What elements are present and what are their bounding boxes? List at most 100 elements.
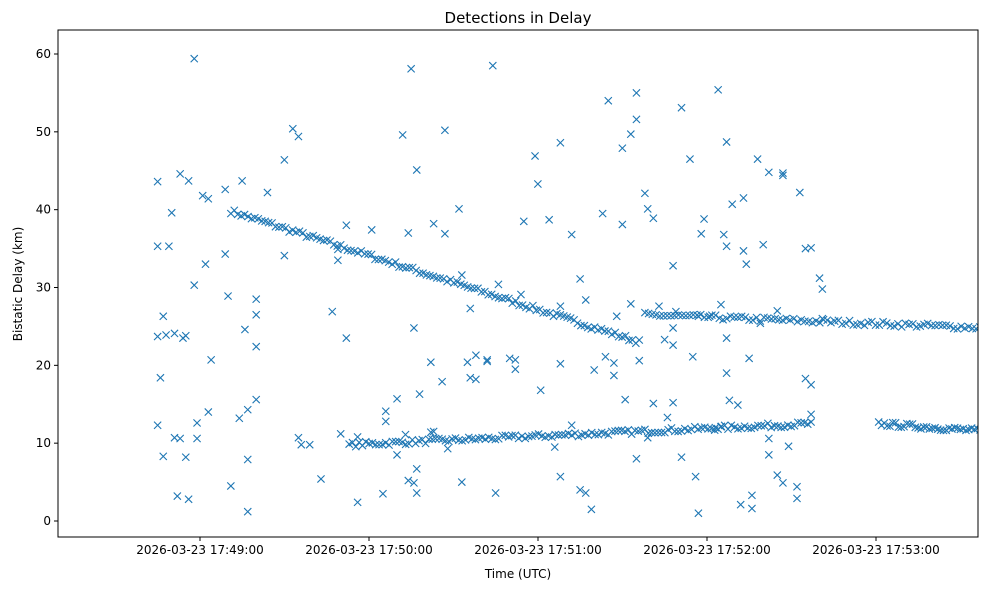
data-point [412, 488, 421, 497]
data-point [722, 242, 731, 251]
data-point [294, 433, 303, 442]
data-point [453, 278, 462, 287]
data-point [600, 327, 609, 336]
data-point [471, 375, 480, 384]
data-point [342, 334, 351, 343]
data-point [351, 442, 360, 451]
data-point [264, 218, 273, 227]
data-point [745, 354, 754, 363]
data-point [415, 390, 424, 399]
data-point [176, 434, 185, 443]
data-point [793, 482, 801, 491]
data-point [528, 301, 537, 310]
y-tick-label: 30 [36, 281, 51, 295]
data-point [704, 424, 713, 433]
data-point [438, 377, 447, 386]
data-point [677, 427, 686, 435]
data-point [778, 169, 787, 178]
data-point [353, 432, 362, 441]
data-point [759, 240, 768, 249]
data-point [274, 223, 283, 232]
data-point [164, 242, 173, 251]
data-point [190, 281, 199, 290]
data-point [398, 130, 407, 139]
data-point [690, 422, 699, 431]
chart-title: Detections in Delay [445, 9, 592, 27]
data-point [429, 427, 438, 436]
data-point [511, 296, 520, 305]
data-point [455, 204, 463, 213]
data-point [365, 439, 374, 448]
data-point [346, 246, 355, 255]
data-point [823, 316, 832, 325]
data-point [378, 489, 387, 498]
data-point [722, 314, 731, 323]
data-point [688, 352, 697, 361]
data-point [778, 171, 787, 180]
data-point [440, 126, 449, 135]
data-point [815, 274, 824, 283]
data-point [557, 430, 566, 439]
data-point [184, 495, 193, 504]
data-point [919, 423, 928, 432]
data-point [777, 423, 786, 432]
x-tick-label: 2026-03-23 17:52:00 [643, 543, 770, 557]
data-point [524, 432, 533, 441]
data-point [221, 185, 230, 194]
data-point [221, 250, 230, 259]
data-point [333, 245, 342, 254]
data-point [640, 189, 649, 198]
x-tick-label: 2026-03-23 17:51:00 [474, 543, 601, 557]
data-point [484, 290, 493, 299]
data-point [488, 61, 497, 70]
data-point [626, 299, 635, 308]
data-point [612, 312, 621, 321]
data-point [747, 491, 756, 500]
data-point [441, 436, 450, 445]
data-point [519, 217, 528, 226]
data-point [972, 324, 978, 333]
data-point [391, 258, 400, 267]
data-point [263, 188, 272, 197]
data-point [694, 312, 703, 321]
y-tick-label: 40 [36, 203, 51, 217]
data-point [632, 115, 641, 124]
data-point [391, 437, 400, 446]
data-point [252, 395, 261, 404]
data-point [719, 230, 728, 239]
data-point [654, 428, 663, 437]
x-axis: 2026-03-23 17:49:00 2026-03-23 17:50:00 20… [136, 537, 940, 557]
data-point [381, 417, 390, 426]
data-point [773, 471, 782, 480]
data-point [371, 440, 380, 449]
data-point [457, 478, 466, 487]
data-point [635, 356, 644, 365]
data-point [226, 481, 235, 490]
data-point [609, 359, 618, 367]
data-point [381, 407, 390, 416]
data-point [162, 330, 171, 339]
data-point [342, 221, 351, 230]
data-point [773, 306, 782, 315]
data-point [590, 366, 599, 374]
data-point [677, 103, 686, 112]
data-point [511, 365, 520, 374]
data-point [463, 358, 472, 367]
data-point [181, 331, 190, 340]
data-point [897, 423, 906, 432]
data-point [663, 413, 672, 422]
data-point [388, 437, 397, 446]
data-point [630, 426, 639, 435]
data-point [556, 138, 565, 147]
data-point [536, 386, 545, 395]
data-point [807, 243, 816, 252]
data-point [923, 319, 932, 328]
data-point [333, 256, 342, 265]
data-point [650, 428, 659, 437]
data-point [181, 453, 190, 462]
data-point [516, 290, 525, 299]
data-point [885, 422, 894, 431]
data-point [412, 464, 421, 473]
data-point [659, 311, 668, 320]
